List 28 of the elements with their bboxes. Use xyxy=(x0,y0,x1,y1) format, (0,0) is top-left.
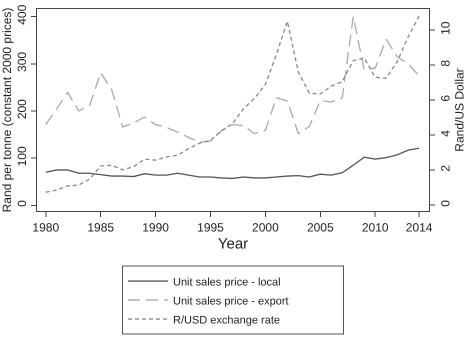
legend-label: Unit sales price - local xyxy=(173,276,281,288)
y2-tick-label: 10 xyxy=(438,21,452,35)
legend-label: Unit sales price - export xyxy=(173,295,289,308)
y-tick-label: 100 xyxy=(15,146,30,166)
y-tick-label: 200 xyxy=(15,98,30,120)
line-series xyxy=(45,15,420,193)
y-axis-title: Rand per tonne (constant 2000 prices) xyxy=(0,8,14,212)
legend-label: R/USD exchange rate xyxy=(173,314,280,326)
x-tick-label: 1985 xyxy=(87,220,114,234)
y-tick-label: 0 xyxy=(15,200,30,207)
x-tick-label: 1990 xyxy=(142,220,170,234)
y-tick-label: 300 xyxy=(15,52,30,72)
x-tick-label: 2000 xyxy=(252,220,280,234)
y2-axis-title: Rand/US Dollar xyxy=(452,68,466,152)
line-series xyxy=(45,148,420,180)
x-axis-title: Year xyxy=(218,235,248,252)
x-tick-label: 1995 xyxy=(197,220,224,234)
x-tick-label: 2010 xyxy=(362,220,389,234)
y2-tick-label: 0 xyxy=(438,200,452,207)
line-series xyxy=(45,16,420,143)
x-tick-label: 2014 xyxy=(406,220,433,234)
y2-tick-label: 6 xyxy=(438,94,452,102)
y2-tick-label: 8 xyxy=(438,60,452,67)
x-tick-label: 1980 xyxy=(32,220,60,234)
x-tick-label: 2005 xyxy=(306,220,334,234)
y2-tick-label: 4 xyxy=(438,130,452,137)
y2-tick-label: 2 xyxy=(438,164,452,172)
y-tick-label: 400 xyxy=(15,4,30,25)
